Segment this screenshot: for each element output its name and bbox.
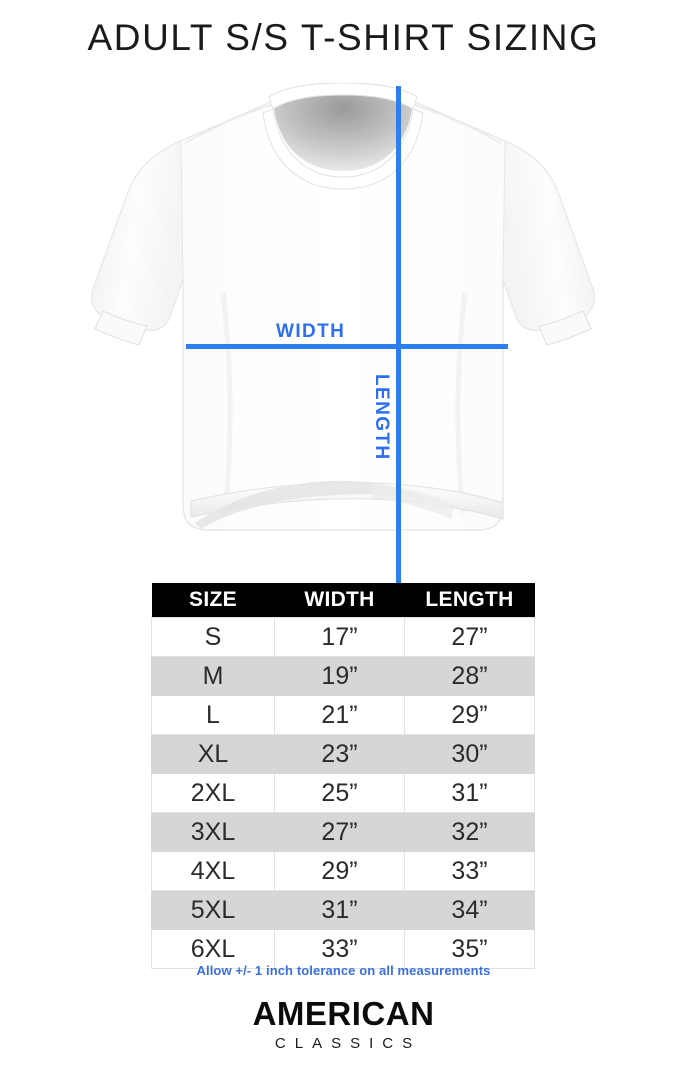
length-measure-line — [396, 86, 401, 643]
column-header-size: SIZE — [151, 583, 275, 618]
brand-name: AMERICAN — [252, 995, 435, 1032]
column-header-length: LENGTH — [404, 583, 535, 618]
cell-size: 6XL — [151, 929, 275, 969]
brand-logo: AMERICAN CLASSICS — [0, 995, 687, 1055]
table-row: 5XL 31” 34” — [151, 890, 535, 930]
length-label: LENGTH — [371, 374, 392, 461]
table-row: S 17” 27” — [151, 617, 535, 657]
cell-length: 27” — [404, 617, 535, 657]
cell-width: 19” — [274, 656, 405, 696]
cell-width: 21” — [274, 695, 405, 735]
cell-length: 34” — [404, 890, 535, 930]
tolerance-note: Allow +/- 1 inch tolerance on all measur… — [196, 963, 491, 978]
cell-width: 25” — [274, 773, 405, 813]
width-measure-line — [186, 344, 508, 349]
cell-size: XL — [151, 734, 275, 774]
brand-subtitle: CLASSICS — [274, 1035, 422, 1052]
tshirt-illustration — [73, 83, 614, 568]
page-title: ADULT S/S T-SHIRT SIZING — [87, 17, 600, 58]
table-row: 2XL 25” 31” — [151, 773, 535, 813]
table-row: M 19” 28” — [151, 656, 535, 696]
width-label: WIDTH — [276, 321, 346, 342]
cell-length: 29” — [404, 695, 535, 735]
table-row: 3XL 27” 32” — [151, 812, 535, 852]
cell-length: 31” — [404, 773, 535, 813]
table-row: XL 23” 30” — [151, 734, 535, 774]
cell-length: 33” — [404, 851, 535, 891]
tshirt-diagram: WIDTH LENGTH — [0, 78, 687, 643]
table-row: 6XL 33” 35” — [151, 929, 535, 969]
table-row: L 21” 29” — [151, 695, 535, 735]
table-row: 4XL 29” 33” — [151, 851, 535, 891]
cell-width: 31” — [274, 890, 405, 930]
cell-length: 35” — [404, 929, 535, 969]
cell-size: L — [151, 695, 275, 735]
cell-width: 33” — [274, 929, 405, 969]
cell-size: M — [151, 656, 275, 696]
table-header-row: SIZE WIDTH LENGTH — [151, 583, 535, 618]
cell-size: 5XL — [151, 890, 275, 930]
cell-width: 17” — [274, 617, 405, 657]
cell-length: 32” — [404, 812, 535, 852]
size-chart-table: SIZE WIDTH LENGTH S 17” 27” M 19” 28” L … — [151, 583, 535, 969]
column-header-width: WIDTH — [274, 583, 405, 618]
cell-length: 28” — [404, 656, 535, 696]
cell-size: 3XL — [151, 812, 275, 852]
cell-width: 27” — [274, 812, 405, 852]
cell-size: 2XL — [151, 773, 275, 813]
cell-size: S — [151, 617, 275, 657]
cell-width: 29” — [274, 851, 405, 891]
cell-size: 4XL — [151, 851, 275, 891]
cell-width: 23” — [274, 734, 405, 774]
cell-length: 30” — [404, 734, 535, 774]
